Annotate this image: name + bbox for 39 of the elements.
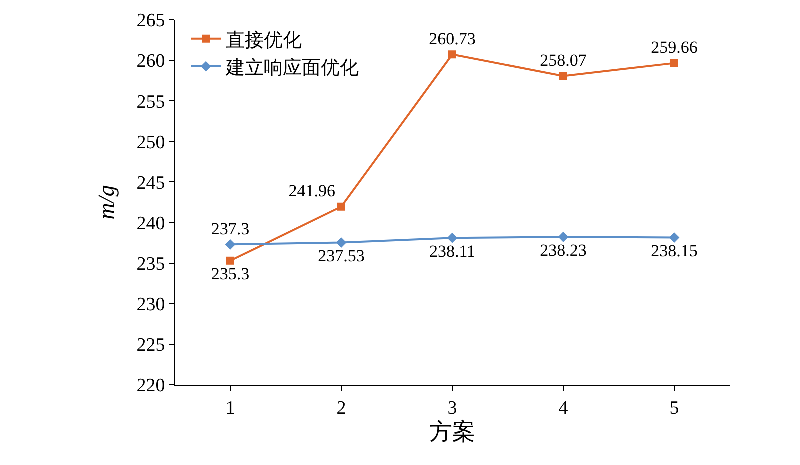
data-label: 260.73 [429,29,476,48]
x-tick-label: 5 [670,398,680,419]
x-tick-label: 2 [336,398,346,419]
x-tick-label: 3 [448,398,458,419]
legend-label: 直接优化 [226,30,302,52]
point [225,239,236,250]
point [558,232,569,242]
point [336,238,347,248]
data-label: 237.3 [211,219,250,238]
y-tick-label: 250 [136,132,166,154]
legend-label: 建立响应面优化 [225,56,360,79]
point [226,256,234,265]
y-tick-label: 220 [136,376,166,397]
data-label: 238.11 [429,242,476,261]
y-tick-label: 235 [136,254,166,275]
y-tick-label: 245 [136,172,166,194]
data-label: 237.53 [318,246,365,266]
y-axis-title: m/g [94,185,120,220]
y-tick-label: 265 [136,10,166,32]
data-label: 235.3 [211,264,250,284]
y-tick-label: 260 [136,51,166,72]
y-tick-label: 230 [136,294,166,316]
point [338,202,346,211]
x-tick-label: 4 [558,398,569,419]
data-label: 259.66 [651,38,698,58]
x-tick-label: 1 [226,398,236,419]
y-tick-label: 255 [136,92,166,113]
y-tick-label: 225 [136,335,166,356]
data-label: 241.96 [288,182,336,201]
data-label: 238.15 [651,242,698,261]
point [670,59,678,68]
data-label: 238.23 [540,240,587,260]
point [669,232,680,243]
x-axis-title: 方案 [430,419,476,444]
point [448,50,456,59]
point [447,232,458,244]
data-label: 258.07 [540,50,588,70]
point [560,72,568,80]
y-tick-label: 240 [136,213,166,234]
